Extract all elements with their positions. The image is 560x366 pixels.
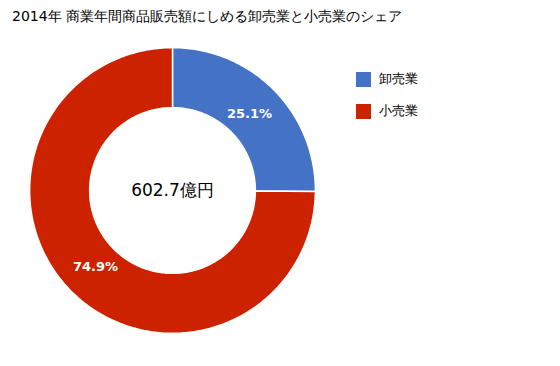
html-text:小売業: 小売業 (379, 103, 418, 118)
svg-text:602.7億円: 602.7億円 (131, 180, 214, 200)
svg-text:25.1%: 25.1% (227, 106, 272, 121)
html-text:卸売業: 卸売業 (379, 71, 418, 86)
svg-text:74.9%: 74.9% (73, 259, 118, 274)
html-text:2014年 商業年間商品販売額にしめる卸売業と小売業のシェア: 2014年 商業年間商品販売額にしめる卸売業と小売業のシェア (12, 8, 403, 24)
